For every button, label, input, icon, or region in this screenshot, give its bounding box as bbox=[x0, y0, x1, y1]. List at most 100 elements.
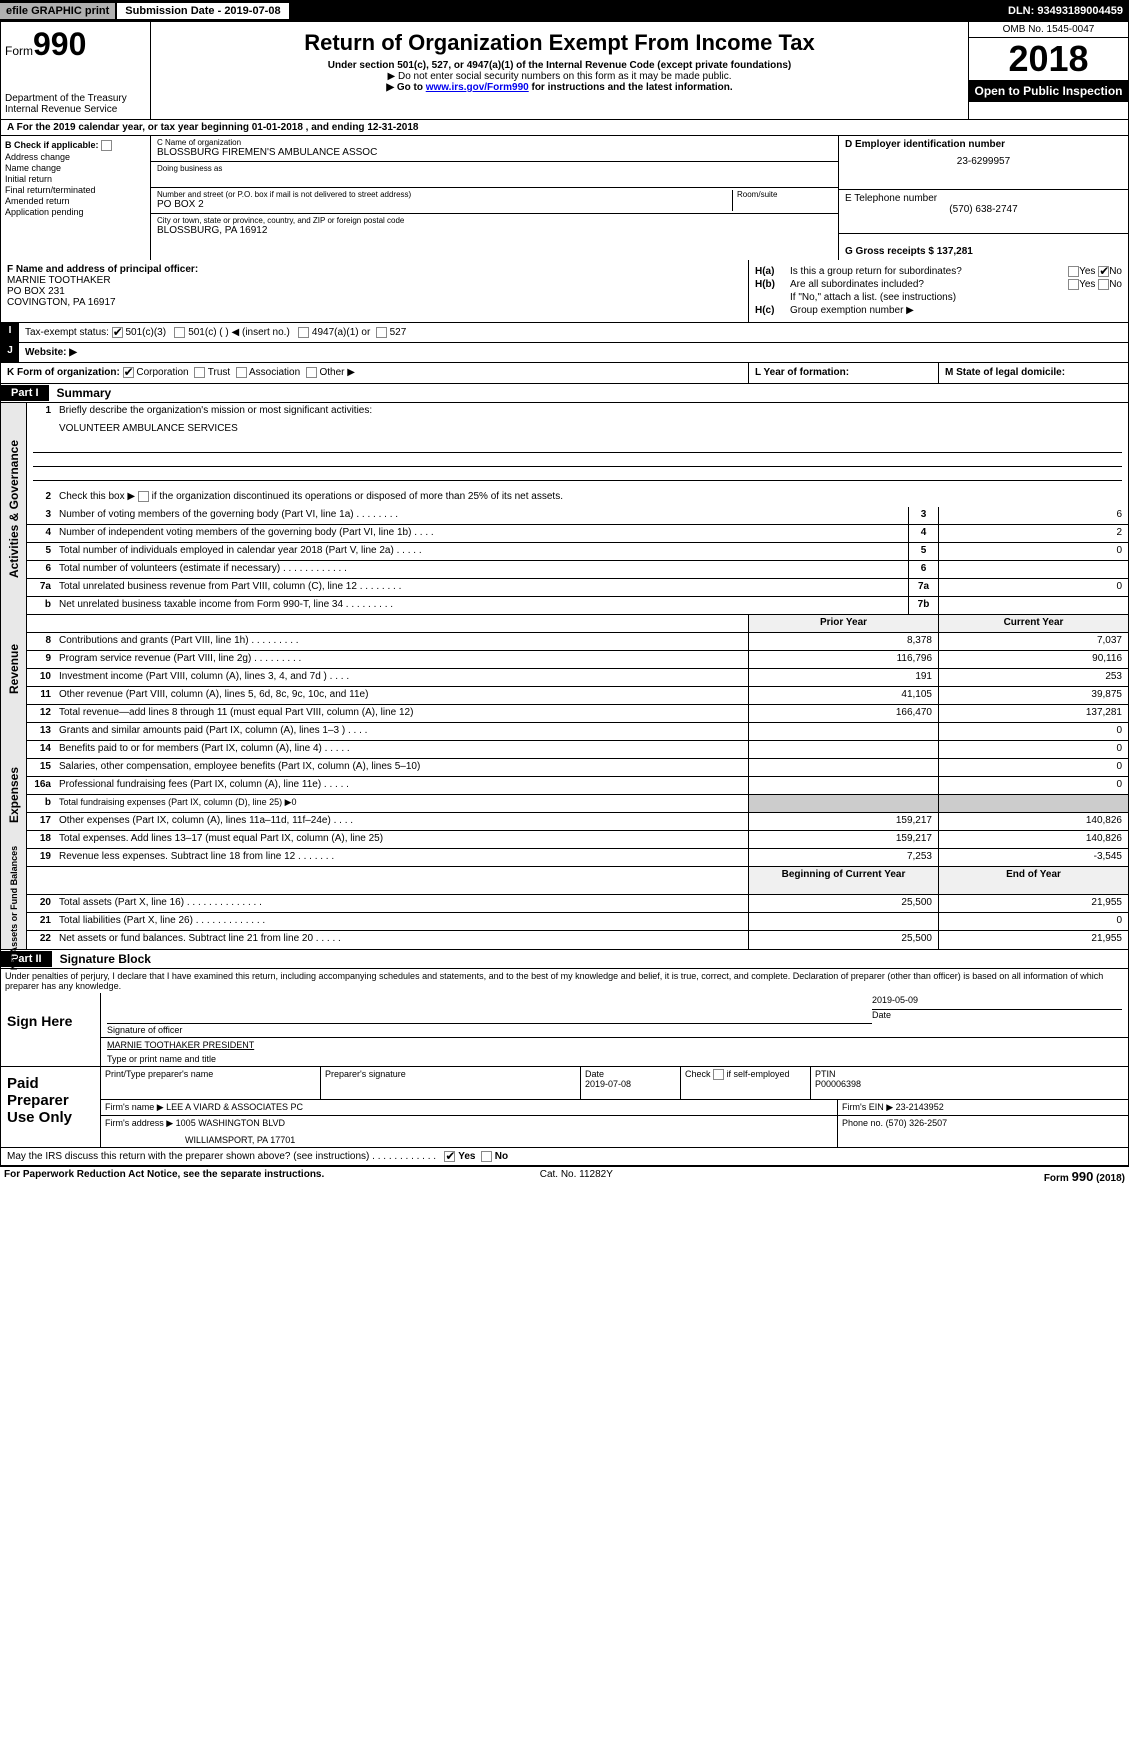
current-year-header: Current Year bbox=[938, 615, 1128, 632]
side-expenses: Expenses bbox=[7, 767, 21, 823]
firm-name: Firm's name ▶ LEE A VIARD & ASSOCIATES P… bbox=[101, 1100, 838, 1115]
line-1: Briefly describe the organization's miss… bbox=[55, 403, 1128, 421]
telephone: (570) 638-2747 bbox=[845, 204, 1122, 215]
beginning-header: Beginning of Current Year bbox=[748, 867, 938, 894]
column-d: D Employer identification number 23-6299… bbox=[838, 136, 1128, 260]
chk-initial-return[interactable]: Initial return bbox=[5, 174, 146, 184]
line-21: Total liabilities (Part X, line 26) . . … bbox=[55, 913, 748, 930]
h-c: H(c) Group exemption number ▶ bbox=[755, 305, 1122, 316]
perjury-statement: Under penalties of perjury, I declare th… bbox=[0, 969, 1129, 993]
ha-no-checkbox[interactable] bbox=[1098, 266, 1109, 277]
line-3-value: 6 bbox=[938, 507, 1128, 524]
officer-addr1: PO BOX 231 bbox=[7, 286, 742, 297]
may-yes-checkbox[interactable] bbox=[444, 1151, 455, 1162]
line-16b: Total fundraising expenses (Part IX, col… bbox=[55, 795, 748, 812]
firm-phone: Phone no. (570) 326-2507 bbox=[838, 1116, 1128, 1147]
page-footer: For Paperwork Reduction Act Notice, see … bbox=[0, 1166, 1129, 1186]
prep-name-header: Print/Type preparer's name bbox=[101, 1067, 321, 1099]
line-4: Number of independent voting members of … bbox=[55, 525, 908, 542]
line-7b: Net unrelated business taxable income fr… bbox=[55, 597, 908, 614]
assoc-checkbox[interactable] bbox=[236, 367, 247, 378]
activities-governance-block: Activities & Governance 1Briefly describ… bbox=[0, 403, 1129, 615]
col-b-header: B Check if applicable: bbox=[5, 140, 146, 151]
other-checkbox[interactable] bbox=[306, 367, 317, 378]
expenses-block: Expenses 13Grants and similar amounts pa… bbox=[0, 723, 1129, 867]
527-checkbox[interactable] bbox=[376, 327, 387, 338]
officer-addr2: COVINGTON, PA 16917 bbox=[7, 297, 742, 308]
line-22: Net assets or fund balances. Subtract li… bbox=[55, 931, 748, 949]
chk-pending[interactable]: Application pending bbox=[5, 207, 146, 217]
501c3-checkbox[interactable] bbox=[112, 327, 123, 338]
checkbox-icon[interactable] bbox=[101, 140, 112, 151]
501c-checkbox[interactable] bbox=[174, 327, 185, 338]
side-revenue: Revenue bbox=[7, 644, 21, 694]
revenue-block: Revenue Prior YearCurrent Year 8Contribu… bbox=[0, 615, 1129, 723]
paid-preparer-label: Paid Preparer Use Only bbox=[1, 1067, 101, 1147]
underline bbox=[33, 467, 1122, 481]
row-a: A For the 2019 calendar year, or tax yea… bbox=[0, 120, 1129, 136]
hb-no-checkbox[interactable] bbox=[1098, 279, 1109, 290]
4947-checkbox[interactable] bbox=[298, 327, 309, 338]
column-c: C Name of organization BLOSSBURG FIREMEN… bbox=[151, 136, 838, 260]
corp-checkbox[interactable] bbox=[123, 367, 134, 378]
ha-yes-checkbox[interactable] bbox=[1068, 266, 1079, 277]
irs-link[interactable]: www.irs.gov/Form990 bbox=[426, 82, 529, 93]
city: BLOSSBURG, PA 16912 bbox=[157, 225, 832, 236]
line-7b-value bbox=[938, 597, 1128, 614]
street: PO BOX 2 bbox=[157, 199, 732, 210]
end-header: End of Year bbox=[938, 867, 1128, 894]
discontinued-checkbox[interactable] bbox=[138, 491, 149, 502]
street-label: Number and street (or P.O. box if mail i… bbox=[157, 190, 732, 199]
firm-address: Firm's address ▶ 1005 WASHINGTON BLVD WI… bbox=[101, 1116, 838, 1147]
form-word: Form bbox=[5, 44, 33, 58]
section-b-c-d: B Check if applicable: Address change Na… bbox=[0, 136, 1129, 260]
line-9: Program service revenue (Part VIII, line… bbox=[55, 651, 748, 668]
may-no-checkbox[interactable] bbox=[481, 1151, 492, 1162]
paperwork-notice: For Paperwork Reduction Act Notice, see … bbox=[4, 1169, 324, 1184]
form-title: Return of Organization Exempt From Incom… bbox=[155, 30, 964, 56]
city-label: City or town, state or province, country… bbox=[157, 216, 832, 225]
side-activities: Activities & Governance bbox=[7, 440, 21, 578]
hb-yes-checkbox[interactable] bbox=[1068, 279, 1079, 290]
state-domicile: M State of legal domicile: bbox=[938, 363, 1128, 382]
self-emp-checkbox[interactable] bbox=[713, 1069, 724, 1080]
line-15: Salaries, other compensation, employee b… bbox=[55, 759, 748, 776]
chk-final-return[interactable]: Final return/terminated bbox=[5, 185, 146, 195]
line-11: Other revenue (Part VIII, column (A), li… bbox=[55, 687, 748, 704]
h-b: H(b) Are all subordinates included? Yes … bbox=[755, 279, 1122, 290]
officer-label: F Name and address of principal officer: bbox=[7, 264, 742, 275]
underline bbox=[33, 453, 1122, 467]
line-14: Benefits paid to or for members (Part IX… bbox=[55, 741, 748, 758]
catalog-number: Cat. No. 11282Y bbox=[540, 1169, 613, 1184]
row-i: I Tax-exempt status: 501(c)(3) 501(c) ( … bbox=[0, 323, 1129, 343]
part-1-header: Part I Summary bbox=[0, 384, 1129, 403]
subtitle-2: ▶ Do not enter social security numbers o… bbox=[155, 71, 964, 82]
signature-label: Signature of officer bbox=[107, 1023, 872, 1035]
may-discuss-row: May the IRS discuss this return with the… bbox=[0, 1148, 1129, 1166]
line-6: Total number of volunteers (estimate if … bbox=[55, 561, 908, 578]
chk-name-change[interactable]: Name change bbox=[5, 163, 146, 173]
line-7a-value: 0 bbox=[938, 579, 1128, 596]
line-12: Total revenue—add lines 8 through 11 (mu… bbox=[55, 705, 748, 722]
form-footer: Form 990 (2018) bbox=[1044, 1169, 1125, 1184]
officer-name: MARNIE TOOTHAKER bbox=[7, 275, 742, 286]
firm-ein: Firm's EIN ▶ 23-2143952 bbox=[838, 1100, 1128, 1115]
row-j: J Website: ▶ bbox=[0, 343, 1129, 363]
part-2-header: Part II Signature Block bbox=[0, 950, 1129, 969]
submission-date: Submission Date - 2019-07-08 bbox=[117, 3, 288, 19]
prep-date-cell: Date2019-07-08 bbox=[581, 1067, 681, 1099]
column-b: B Check if applicable: Address change Na… bbox=[1, 136, 151, 260]
open-to-public: Open to Public Inspection bbox=[969, 80, 1128, 102]
line-5-value: 0 bbox=[938, 543, 1128, 560]
chk-amended[interactable]: Amended return bbox=[5, 196, 146, 206]
name-title-label: Type or print name and title bbox=[107, 1054, 1122, 1064]
sign-here-label: Sign Here bbox=[1, 993, 101, 1066]
org-name: BLOSSBURG FIREMEN'S AMBULANCE ASSOC bbox=[157, 147, 832, 158]
dln: DLN: 93493189004459 bbox=[1008, 5, 1129, 17]
trust-checkbox[interactable] bbox=[194, 367, 205, 378]
line-17: Other expenses (Part IX, column (A), lin… bbox=[55, 813, 748, 830]
chk-address-change[interactable]: Address change bbox=[5, 152, 146, 162]
h-b-note: If "No," attach a list. (see instruction… bbox=[755, 292, 1122, 303]
date-label: Date bbox=[872, 1009, 1122, 1020]
subtitle-1: Under section 501(c), 527, or 4947(a)(1)… bbox=[155, 60, 964, 71]
